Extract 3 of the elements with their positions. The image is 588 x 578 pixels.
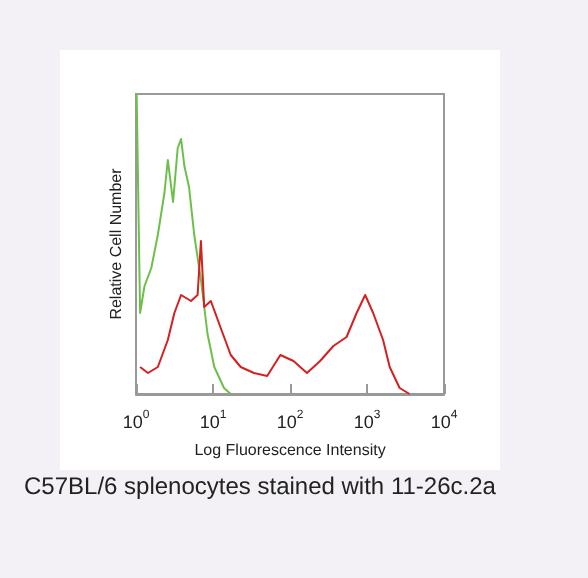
y-axis-title: Relative Cell Number (107, 167, 125, 320)
text: C57BL/6 splenocytes stained with 11-26c.2a (24, 472, 498, 502)
x-axis-title: Log Fluorescence Intensity (194, 441, 386, 459)
